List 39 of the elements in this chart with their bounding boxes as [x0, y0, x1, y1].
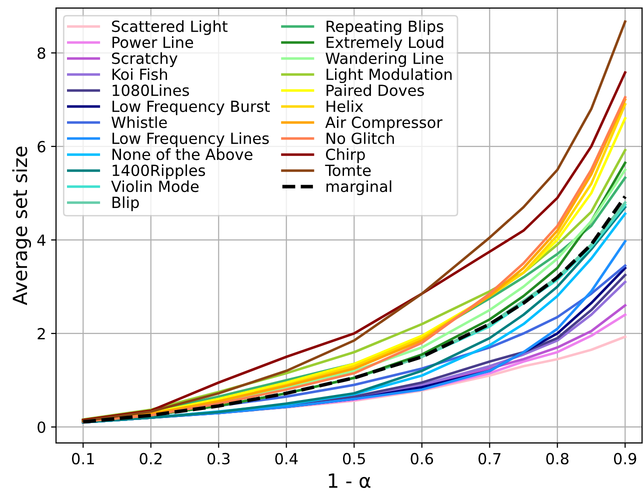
legend-label: marginal: [326, 180, 392, 196]
legend-label: Scratchy: [112, 52, 178, 68]
x-tick-label: 0.3: [207, 452, 230, 464]
legend-label: Low Frequency Burst: [112, 100, 270, 116]
legend-label: 1400Ripples: [112, 164, 206, 180]
legend-label: Power Line: [112, 36, 194, 48]
y-tick-label: 6: [38, 140, 46, 152]
legend-label: None of the Above: [112, 148, 252, 160]
legend-label: Violin Mode: [111, 180, 199, 192]
legend-label: Paired Doves: [326, 84, 424, 96]
legend-label: Chirp: [326, 148, 365, 164]
x-tick-label: 0.1: [72, 452, 94, 464]
x-tick-label: 0.4: [275, 452, 298, 464]
x-tick-label: 0.6: [410, 452, 434, 464]
y-tick-label: 0: [38, 421, 46, 434]
legend-label: Wandering Line: [326, 52, 444, 68]
legend-label: Air Compressor: [325, 116, 442, 132]
legend-label: Extremely Loud: [326, 36, 444, 52]
legend-label: 1080Lines: [112, 84, 189, 96]
legend-label: Low Frequency Lines: [112, 132, 269, 148]
legend-label: Whistle: [112, 116, 167, 128]
legend-label: Scattered Light: [112, 20, 228, 36]
legend-label: No Glitch: [326, 132, 394, 144]
x-tick-label: 0.2: [140, 452, 162, 464]
x-tick-label: 0.7: [478, 452, 500, 464]
x-tick-label: 0.5: [342, 452, 365, 464]
legend-label: Blip: [112, 196, 139, 212]
legend-label: Koi Fish: [112, 68, 167, 80]
y-axis-title: Average set size: [12, 146, 32, 306]
x-tick-label: 0.8: [546, 452, 568, 464]
legend-label: Repeating Blips: [326, 20, 444, 36]
y-tick-label: 2: [38, 328, 45, 340]
x-tick-label: 0.9: [614, 452, 636, 464]
legend-label: Helix: [326, 100, 364, 112]
legend-label: Tomte: [325, 164, 371, 176]
y-tick-label: 4: [37, 234, 46, 246]
legend-label: Light Modulation: [326, 68, 452, 84]
x-axis-title: 1 - α: [328, 474, 370, 488]
y-tick-label: 8: [38, 47, 46, 59]
